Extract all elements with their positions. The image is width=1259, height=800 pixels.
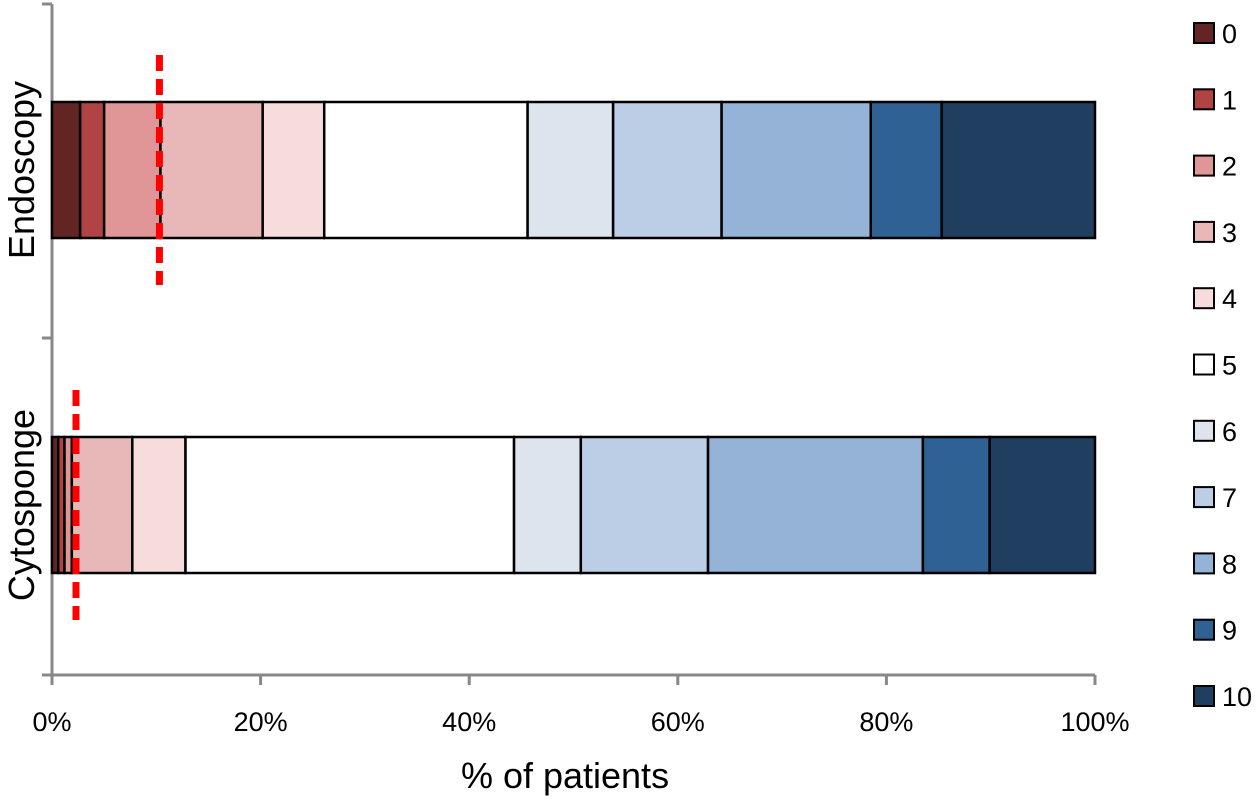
bar-segment-cytosponge-3 [70,435,134,575]
bar-segment-endoscopy-5 [322,100,529,240]
legend-label-1: 1 [1222,85,1237,115]
bar-segment-endoscopy-4 [261,100,326,240]
legend-swatch-10 [1193,685,1215,707]
legend-label-8: 8 [1222,549,1237,579]
legend-label-9: 9 [1222,616,1237,646]
bar-segment-cytosponge-4 [131,435,187,575]
bar-segment-cytosponge-9 [921,435,991,575]
legend-swatch-0 [1193,22,1215,44]
bar-segment-endoscopy-7 [611,100,723,240]
legend-swatch-7 [1193,486,1215,509]
legend-label-4: 4 [1222,284,1237,314]
bar-segment-endoscopy-6 [526,100,615,240]
x-tick-label: 100% [1060,707,1129,737]
bar-segment-endoscopy-3 [159,100,264,240]
x-tick-label: 20% [234,707,288,737]
x-tick-label: 60% [651,707,705,737]
legend-label-5: 5 [1222,351,1237,381]
legend-label-2: 2 [1222,152,1237,182]
legend-swatch-4 [1193,287,1215,310]
x-axis-title: % of patients [461,755,669,796]
bar-segment-endoscopy-10 [940,100,1097,240]
legend-label-7: 7 [1222,483,1237,513]
legend-label-10: 10 [1222,682,1252,712]
x-tick-label: 80% [859,707,913,737]
bar-segment-cytosponge-5 [184,435,516,575]
legend-swatch-8 [1193,552,1215,575]
reference-lines [72,55,163,620]
bar-segment-endoscopy-8 [720,100,873,240]
legend-label-3: 3 [1222,218,1237,248]
bar-segment-cytosponge-6 [512,435,583,575]
legend-swatch-9 [1193,618,1215,641]
legend-swatch-1 [1193,88,1215,111]
bar-segment-endoscopy-2 [102,100,162,240]
bar-segment-cytosponge-8 [706,435,925,575]
legend: 0 1 2 3 4 5 6 7 8 9 10 [1193,19,1252,712]
x-tick-label: 40% [442,707,496,737]
bar-segment-cytosponge-7 [579,435,710,575]
x-tick-labels: 0% 20% 40% 60% 80% 100% [32,707,1129,737]
legend-label-0: 0 [1222,19,1237,49]
legend-swatch-5 [1193,353,1215,376]
category-label-endoscopy: Endoscopy [1,81,42,259]
bars [50,100,1097,575]
bar-segment-endoscopy-9 [869,100,943,240]
bar-segment-cytosponge-10 [988,435,1097,575]
bar-segment-endoscopy-0 [50,100,82,240]
legend-swatch-6 [1193,419,1215,442]
category-labels: Endoscopy Cytosponge [1,81,42,601]
category-label-cytosponge: Cytosponge [1,409,42,601]
bar-segment-endoscopy-1 [78,100,106,240]
legend-swatch-3 [1193,220,1215,243]
x-tick-label: 0% [32,707,71,737]
legend-label-6: 6 [1222,417,1237,447]
legend-swatch-2 [1193,154,1215,177]
